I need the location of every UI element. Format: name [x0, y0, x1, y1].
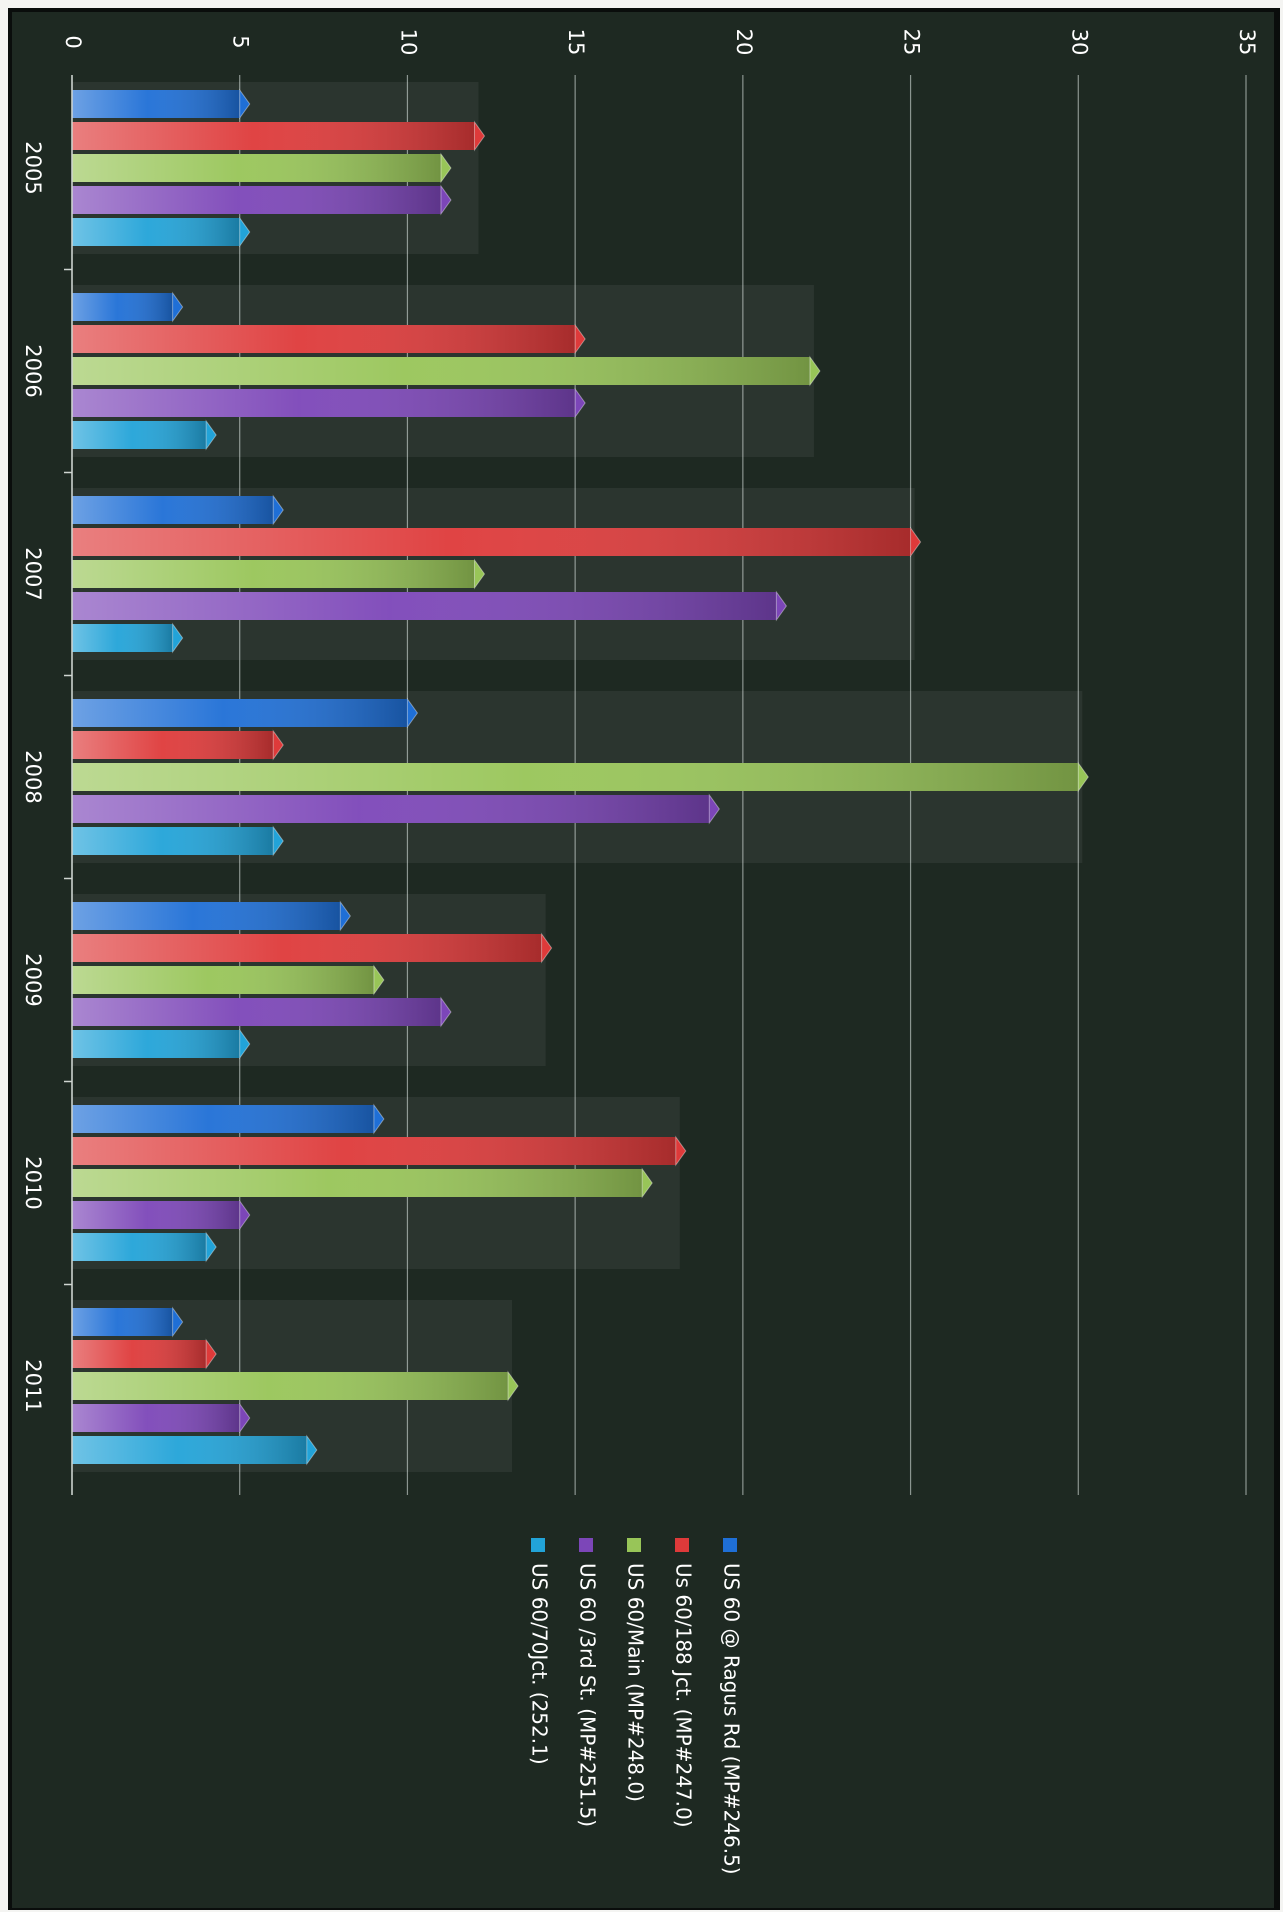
bar-cap: [272, 825, 284, 857]
bar-highlight: [72, 218, 240, 246]
bar-cap: [474, 120, 486, 152]
bar-cap: [272, 494, 284, 526]
bar-highlight: [72, 1201, 240, 1229]
bar-cap: [440, 184, 452, 216]
bar-highlight: [72, 934, 542, 962]
bar-cap: [440, 152, 452, 184]
bar-highlight: [72, 1169, 643, 1197]
tick-label: 5: [229, 35, 253, 48]
bar-cap: [239, 1402, 251, 1434]
bar-cap: [373, 1103, 385, 1135]
legend-label: US 60 @ Ragus Rd (MP#246.5): [720, 1563, 744, 1875]
bar-cap: [239, 1028, 251, 1060]
bar-highlight: [72, 1436, 307, 1464]
legend-swatch: [627, 1538, 641, 1552]
bar-cap: [306, 1434, 318, 1466]
bar-highlight: [72, 998, 441, 1026]
bar-highlight: [72, 1137, 676, 1165]
bar-cap: [675, 1135, 687, 1167]
bar-highlight: [72, 1340, 207, 1368]
bar-highlight: [72, 293, 173, 321]
bar-highlight: [72, 795, 710, 823]
category-label: 2008: [21, 750, 45, 803]
legend-label: US 60/Main (MP#248.0): [624, 1563, 648, 1802]
legend-label: US 60/70Jct. (252.1): [528, 1563, 552, 1765]
bar-highlight: [72, 560, 475, 588]
bar-highlight: [72, 389, 576, 417]
bar-cap: [541, 932, 553, 964]
bar-cap: [440, 996, 452, 1028]
category-label: 2006: [21, 344, 45, 397]
bar-cap: [205, 1231, 217, 1263]
bar-cap: [239, 88, 251, 120]
bar-cap: [1077, 761, 1089, 793]
bar-cap: [205, 419, 217, 451]
legend-swatch: [531, 1538, 545, 1552]
bar-highlight: [72, 1308, 173, 1336]
bar-highlight: [72, 966, 374, 994]
category-label: 2010: [21, 1156, 45, 1209]
bar-highlight: [72, 1030, 240, 1058]
bar-cap: [205, 1338, 217, 1370]
bar-highlight: [72, 357, 810, 385]
bar-highlight: [72, 624, 173, 652]
bar-cap: [507, 1370, 519, 1402]
bar-cap: [239, 216, 251, 248]
tick-label: 10: [396, 29, 420, 56]
category-label: 2009: [21, 953, 45, 1006]
bar-highlight: [72, 154, 441, 182]
bar-cap: [406, 697, 419, 729]
bar-cap: [172, 291, 184, 323]
bar-cap: [373, 964, 385, 996]
tick-label: 20: [732, 29, 756, 56]
bar-cap: [574, 387, 586, 419]
bars: [72, 88, 1089, 1466]
tick-label: 15: [564, 29, 588, 56]
bar-cap: [172, 1306, 184, 1338]
legend: US 60 @ Ragus Rd (MP#246.5) Us 60/188 Jct…: [528, 1538, 744, 1875]
bar-highlight: [72, 699, 408, 727]
bar-highlight: [72, 1233, 207, 1261]
tick-label: 0: [61, 35, 85, 48]
tick-label: 25: [900, 29, 924, 56]
bar-cap: [910, 526, 922, 558]
bar-highlight: [72, 186, 441, 214]
legend-swatch: [579, 1538, 593, 1552]
bar-highlight: [72, 122, 475, 150]
bar-cap: [641, 1167, 653, 1199]
bar-highlight: [72, 421, 207, 449]
legend-label: US 60 /3rd St. (MP#251.5): [576, 1563, 600, 1827]
bar-cap: [775, 590, 788, 622]
bar-cap: [339, 900, 351, 932]
bar-cap: [272, 729, 284, 761]
bar-highlight: [72, 731, 274, 759]
bar-highlight: [72, 902, 341, 930]
bar-highlight: [72, 496, 274, 524]
bar-highlight: [72, 827, 274, 855]
legend-swatch: [675, 1538, 689, 1552]
bar-cap: [809, 355, 821, 387]
bar-cap: [172, 622, 184, 654]
category-label: 2007: [21, 547, 45, 600]
legend-label: Us 60/188 Jct. (MP#247.0): [672, 1563, 696, 1828]
bar-highlight: [72, 1105, 374, 1133]
bar-highlight: [72, 592, 777, 620]
bar-highlight: [72, 1372, 509, 1400]
bar-highlight: [72, 763, 1079, 791]
category-label: 2005: [21, 141, 45, 194]
bar-cap: [708, 793, 720, 825]
bar-highlight: [72, 90, 240, 118]
bar-cap: [474, 558, 486, 590]
tick-label: 35: [1235, 29, 1259, 56]
category-label: 2011: [21, 1359, 45, 1412]
bar-cap: [239, 1199, 251, 1231]
bar-highlight: [72, 325, 576, 353]
legend-swatch: [723, 1538, 737, 1552]
bar-highlight: [72, 1404, 240, 1432]
bar-highlight: [72, 528, 911, 556]
axes: 0 5 10 15 20 25 30 35 2005 2006 2007 2008 2009 2010 20…: [21, 29, 1259, 1495]
tick-label: 30: [1067, 29, 1091, 56]
bar-cap: [574, 323, 586, 355]
